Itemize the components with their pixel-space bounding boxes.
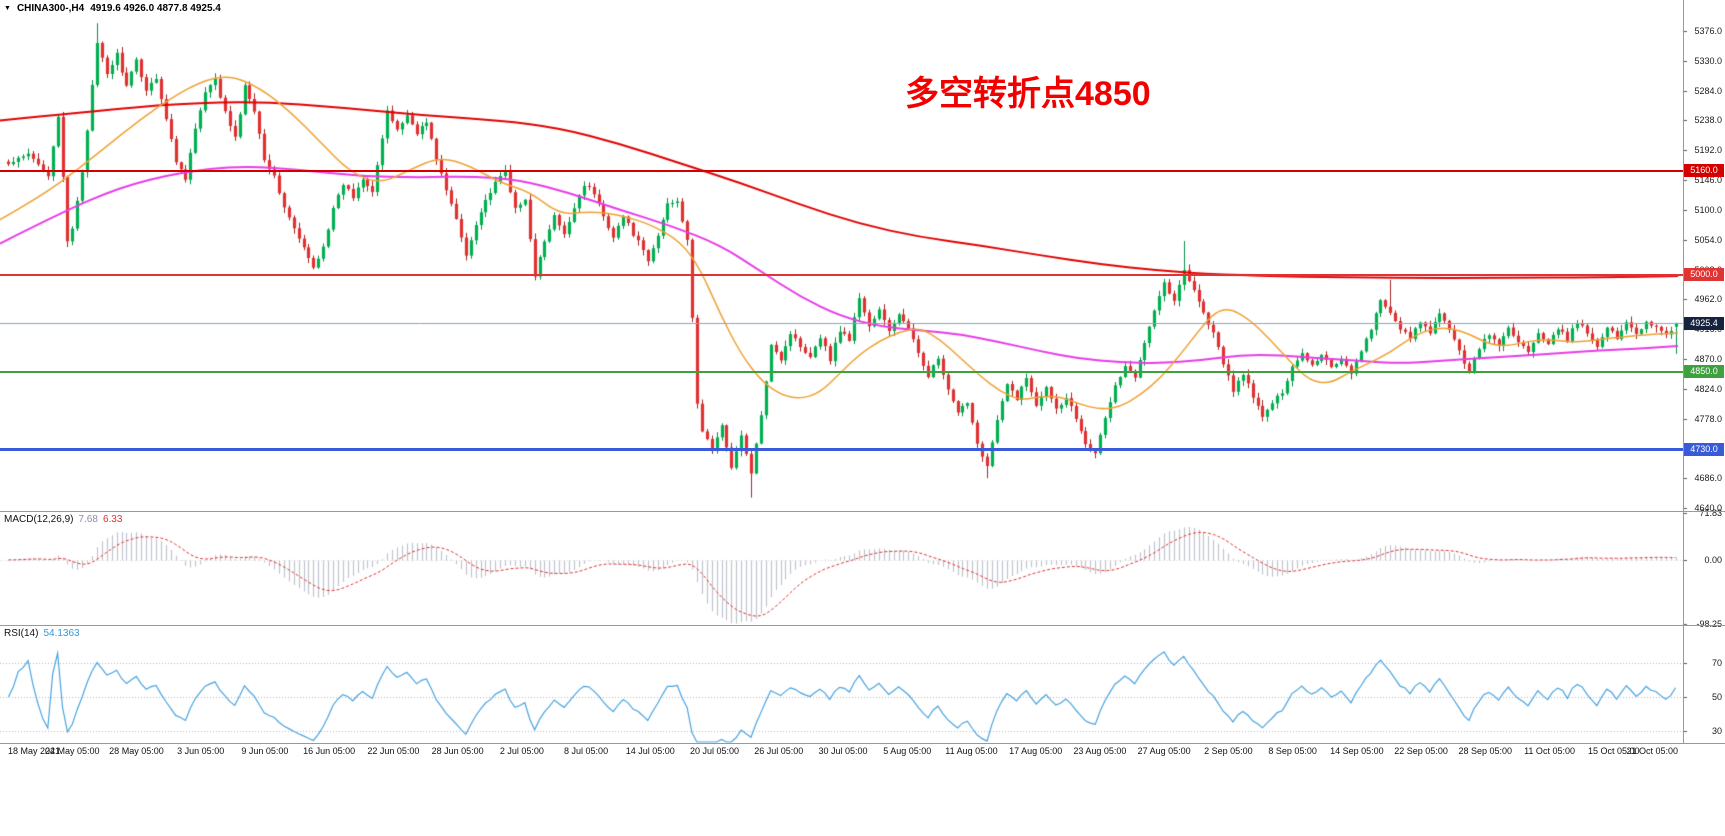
time-tick-label: 21 Oct 05:00 — [1626, 746, 1678, 756]
price-tick-label: 4870.0 — [1694, 353, 1722, 364]
symbol-timeframe-label: CHINA300-,H4 — [16, 3, 85, 14]
price-tick-label: 5192.0 — [1694, 145, 1722, 156]
hline-5160.0[interactable] — [0, 169, 1683, 172]
price-tick-label: 5100.0 — [1694, 204, 1722, 215]
time-tick-label: 28 Sep 05:00 — [1458, 746, 1513, 756]
time-tick-label: 8 Jul 05:00 — [564, 746, 609, 756]
rsi-tick-label: 70 — [1711, 658, 1722, 668]
rsi-indicator-label: RSI(14) 54.1363 — [4, 628, 85, 639]
symbol-info-bar: ▼ CHINA300-,H4 4919.6 4926.0 4877.8 4925… — [4, 3, 221, 14]
rsi-tick-label: 30 — [1711, 726, 1722, 736]
macd-name: MACD(12,26,9) — [4, 514, 74, 525]
pane-separator-macd[interactable] — [0, 511, 1725, 512]
time-tick-label: 11 Aug 05:00 — [945, 746, 998, 756]
time-tick-label: 2 Jul 05:00 — [499, 746, 544, 756]
pane-separator-rsi[interactable] — [0, 625, 1725, 626]
time-tick-label: 18 May 2021 — [8, 746, 61, 756]
price-tick-label: 5054.0 — [1694, 234, 1722, 245]
price-tick-label: 4686.0 — [1694, 473, 1722, 484]
price-tick-label: 4640.0 — [1694, 503, 1722, 513]
chart-annotation-text[interactable]: 多空转折点4850 — [905, 75, 1151, 113]
price-tag-4850.0: 4850.0 — [1684, 365, 1724, 379]
price-tick-label: 5376.0 — [1694, 26, 1722, 36]
time-tick-label: 20 Jul 05:00 — [690, 746, 740, 756]
price-tick-label: 4962.0 — [1694, 294, 1722, 305]
current-price-tag: 4925.4 — [1684, 316, 1724, 330]
time-tick-label: 11 Oct 05:00 — [1524, 746, 1575, 756]
time-tick-label: 3 Jun 05:00 — [177, 746, 225, 756]
time-tick-label: 2 Sep 05:00 — [1204, 746, 1253, 756]
time-tick-label: 28 Jun 05:00 — [431, 746, 484, 756]
time-tick-label: 26 Jul 05:00 — [754, 746, 804, 756]
price-tick-label: 5330.0 — [1694, 55, 1722, 66]
price-tick-label: 4778.0 — [1694, 413, 1722, 424]
time-tick-label: 22 Sep 05:00 — [1394, 746, 1448, 756]
hline-5000.0[interactable] — [0, 273, 1683, 276]
price-tick-label: 4824.0 — [1694, 383, 1722, 394]
price-tag-5160.0: 5160.0 — [1684, 164, 1724, 178]
time-tick-label: 24 May 05:00 — [44, 746, 100, 756]
time-tick-label: 8 Sep 05:00 — [1268, 746, 1317, 756]
price-tag-4730.0: 4730.0 — [1684, 443, 1724, 457]
macd-main-value: 7.68 — [78, 514, 98, 525]
time-tick-label: 27 Aug 05:00 — [1137, 746, 1191, 756]
macd-signal-value: 6.33 — [102, 514, 123, 525]
hline-4730.0[interactable] — [0, 448, 1683, 452]
time-tick-label: 5 Aug 05:00 — [883, 746, 932, 756]
price-tag-5000.0: 5000.0 — [1684, 268, 1724, 282]
hline-4850.0[interactable] — [0, 370, 1683, 373]
time-tick-label: 14 Sep 05:00 — [1330, 746, 1384, 756]
ohlc-values: 4919.6 4926.0 4877.8 4925.4 — [90, 3, 221, 14]
macd-tick-label: 71.83 — [1699, 508, 1722, 518]
macd-tick-label: -98.25 — [1696, 619, 1722, 629]
time-tick-label: 14 Jul 05:00 — [625, 746, 675, 756]
time-axis[interactable]: 18 May 2021 24 May 05:00 28 May 05:00 3 Jun… — [0, 744, 1725, 760]
macd-indicator-label: MACD(12,26,9) 7.68 6.33 — [4, 514, 127, 525]
time-tick-label: 23 Aug 05:00 — [1073, 746, 1127, 756]
time-tick-label: 16 Jun 05:00 — [303, 746, 356, 756]
time-tick-label: 22 Jun 05:00 — [367, 746, 420, 756]
chart-bottom-border — [0, 743, 1725, 744]
price-tick-label: 5146.0 — [1694, 175, 1722, 186]
time-tick-label: 30 Jul 05:00 — [818, 746, 868, 756]
price-axis-border — [1683, 0, 1684, 743]
symbol-dropdown-icon[interactable]: ▼ — [4, 4, 11, 12]
time-tick-label: 17 Aug 05:00 — [1009, 746, 1063, 756]
time-tick-label: 9 Jun 05:00 — [241, 746, 289, 756]
time-tick-label: 28 May 05:00 — [109, 746, 164, 756]
time-tick-label: 15 Oct 05:00 — [1587, 746, 1640, 756]
macd-tick-label: 0.00 — [1704, 554, 1722, 565]
rsi-tick-label: 50 — [1711, 692, 1722, 702]
rsi-name: RSI(14) — [4, 628, 39, 639]
rsi-value: 54.1363 — [43, 628, 80, 639]
price-tick-label: 5284.0 — [1694, 85, 1722, 96]
price-tick-label: 5238.0 — [1694, 115, 1722, 126]
price-axis[interactable]: 5376.0 5330.0 5284.0 5238.0 5192.0 5146.0 5100… — [1684, 0, 1725, 762]
